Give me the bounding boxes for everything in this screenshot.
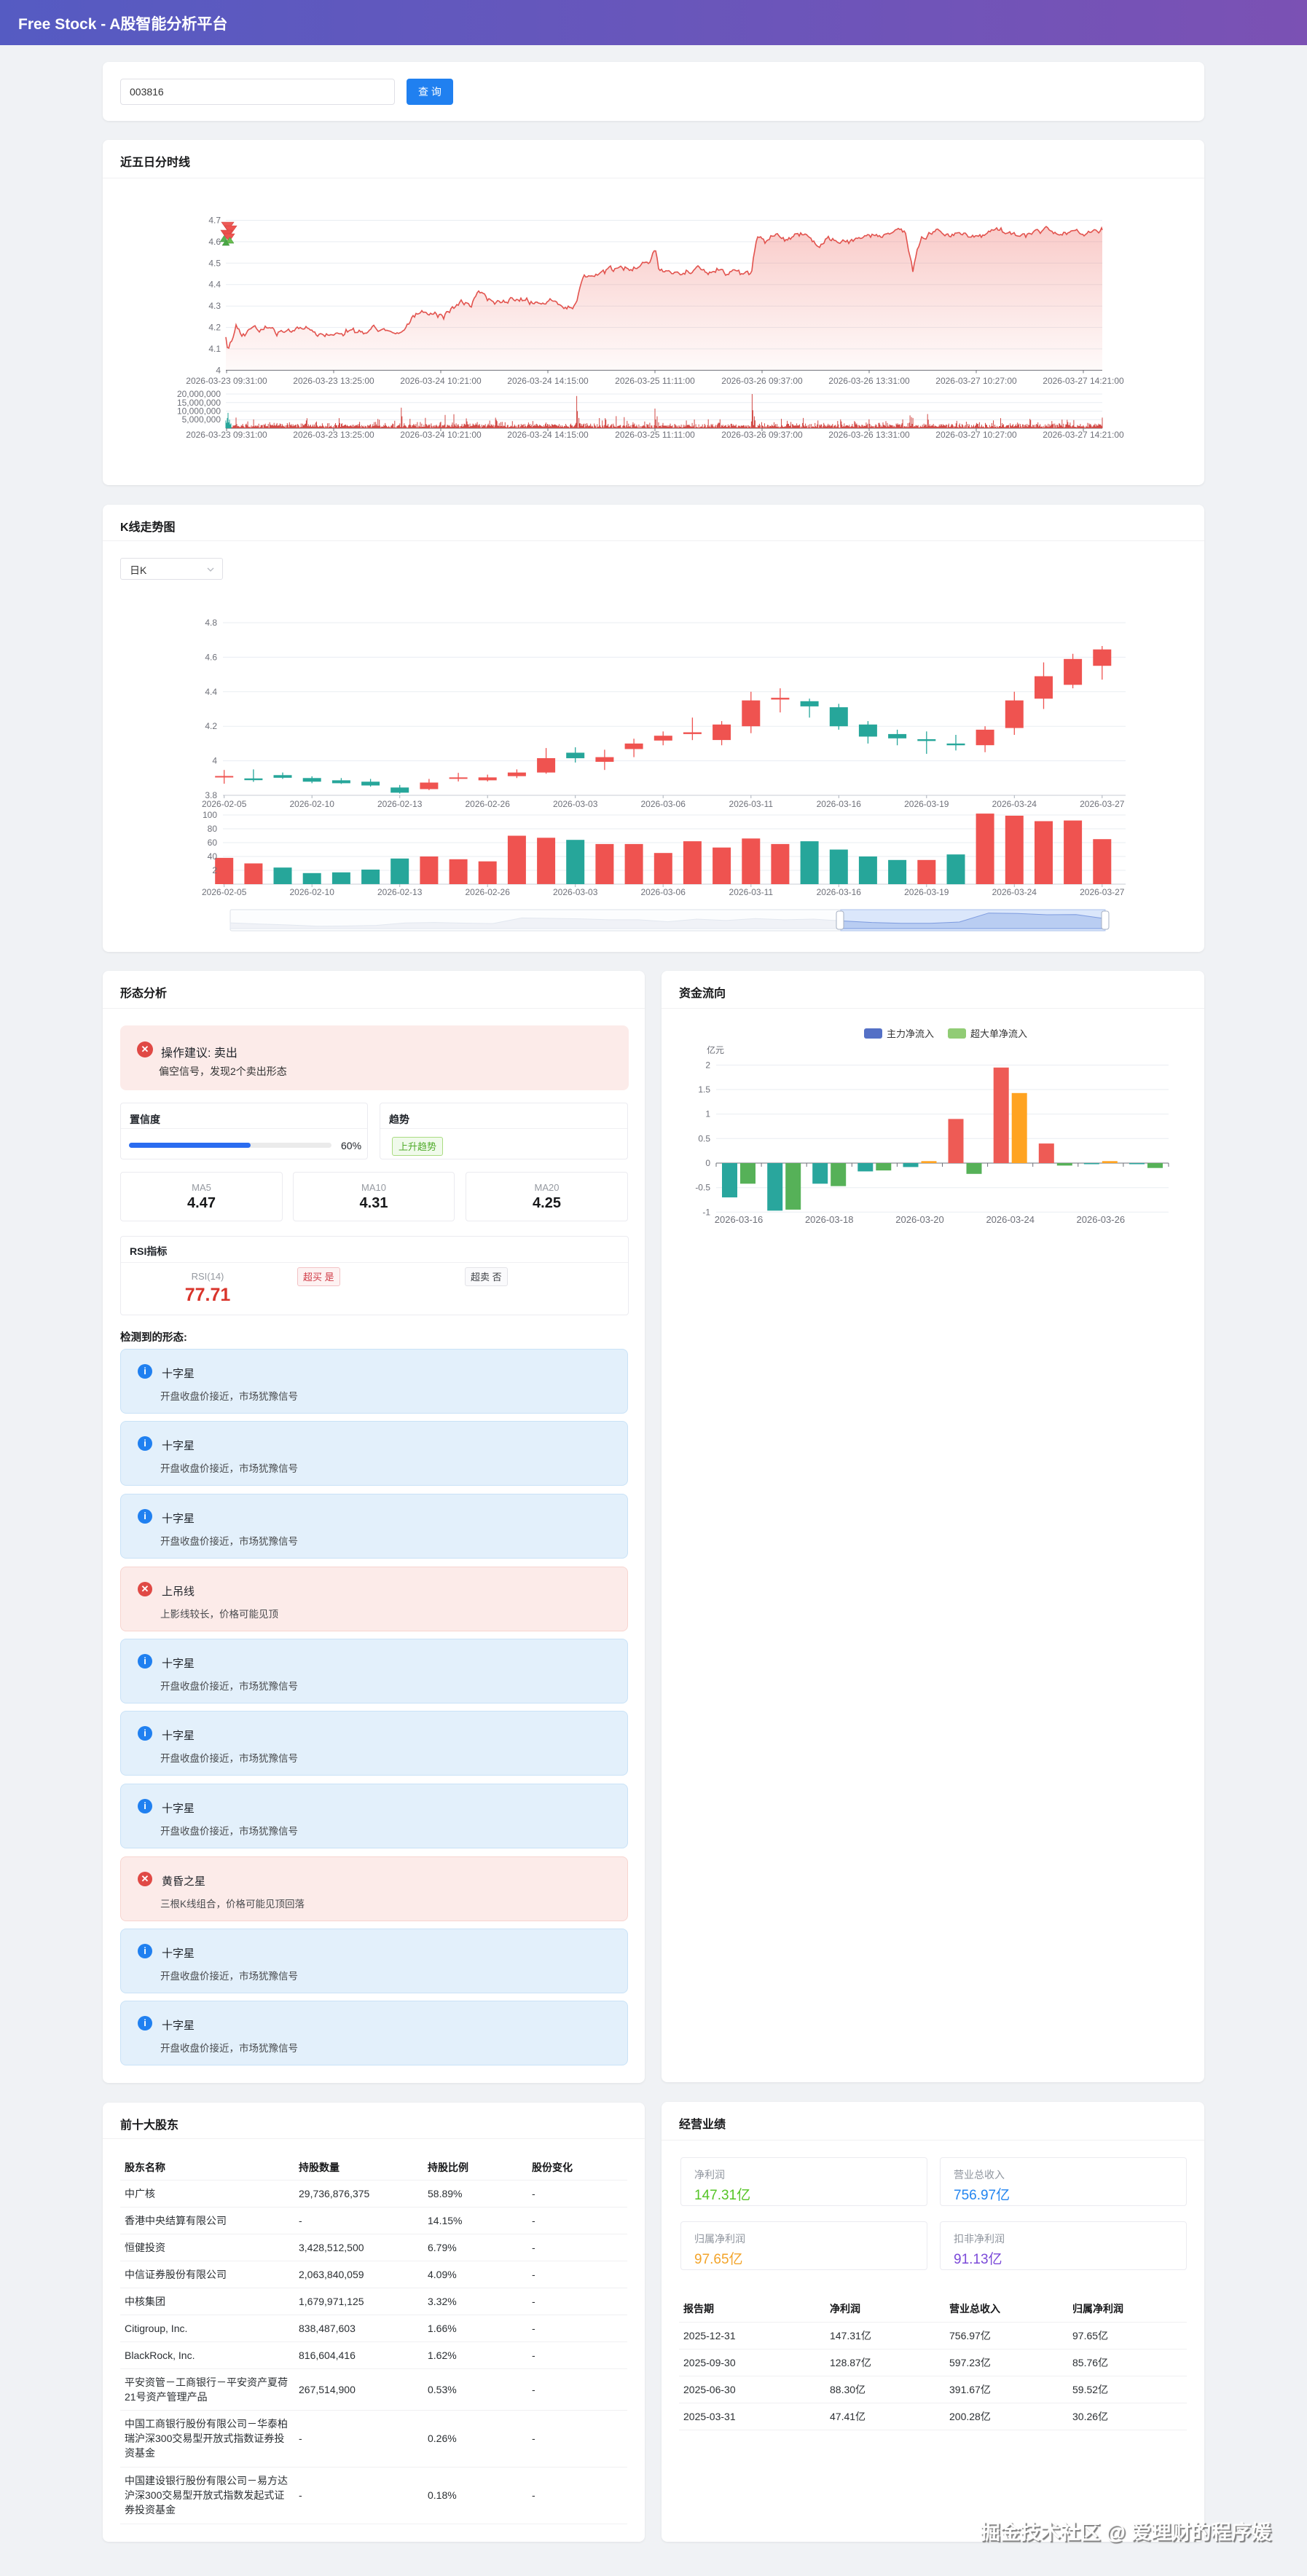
svg-text:2026-03-26 09:37:00: 2026-03-26 09:37:00 [721,430,803,440]
svg-text:亿元: 亿元 [707,1044,724,1055]
svg-text:2026-03-25 11:11:00: 2026-03-25 11:11:00 [615,430,695,440]
svg-text:5,000,000: 5,000,000 [182,414,221,425]
svg-text:2026-03-11: 2026-03-11 [729,799,774,809]
svg-text:4.6: 4.6 [205,652,217,662]
svg-text:-1: -1 [702,1207,710,1217]
svg-text:2026-02-05: 2026-02-05 [202,887,247,897]
svg-text:2026-02-10: 2026-02-10 [290,887,335,897]
svg-text:2026-03-24: 2026-03-24 [986,1214,1035,1225]
svg-text:0: 0 [705,1158,710,1168]
svg-text:主力净流入: 主力净流入 [887,1028,934,1039]
svg-text:2026-03-26: 2026-03-26 [1077,1214,1126,1225]
svg-text:2026-03-16: 2026-03-16 [817,887,862,897]
svg-text:2026-03-25 11:11:00: 2026-03-25 11:11:00 [615,376,695,386]
svg-text:20,000,000: 20,000,000 [177,389,221,399]
svg-text:2026-02-13: 2026-02-13 [377,887,423,897]
svg-text:2026-03-06: 2026-03-06 [641,799,686,809]
svg-text:4.4: 4.4 [205,687,217,697]
svg-text:2026-03-24 10:21:00: 2026-03-24 10:21:00 [400,376,482,386]
svg-text:2026-03-19: 2026-03-19 [904,799,949,809]
svg-text:2026-03-24: 2026-03-24 [992,887,1037,897]
svg-text:4.2: 4.2 [205,721,217,731]
svg-text:2026-03-24: 2026-03-24 [992,799,1037,809]
svg-text:-0.5: -0.5 [695,1183,710,1193]
svg-text:0.5: 0.5 [698,1133,710,1143]
svg-text:2: 2 [705,1060,710,1070]
svg-text:1: 1 [705,1109,710,1119]
svg-text:2026-03-23 09:31:00: 2026-03-23 09:31:00 [186,376,267,386]
svg-text:2026-03-27 10:27:00: 2026-03-27 10:27:00 [935,430,1017,440]
svg-text:4.3: 4.3 [208,301,221,311]
svg-text:3.8: 3.8 [205,790,217,800]
svg-text:2026-03-03: 2026-03-03 [553,887,598,897]
svg-text:15,000,000: 15,000,000 [177,398,221,408]
svg-text:2026-03-23 09:31:00: 2026-03-23 09:31:00 [186,430,267,440]
svg-text:4.2: 4.2 [208,323,221,333]
svg-text:2026-02-26: 2026-02-26 [466,887,511,897]
svg-text:4: 4 [212,756,217,766]
svg-text:2026-03-23 13:25:00: 2026-03-23 13:25:00 [293,376,374,386]
svg-text:1.5: 1.5 [698,1084,710,1095]
svg-text:4.5: 4.5 [208,258,221,268]
svg-text:2026-03-18: 2026-03-18 [805,1214,854,1225]
svg-text:4.6: 4.6 [208,237,221,247]
svg-text:2026-03-16: 2026-03-16 [817,799,862,809]
svg-text:2026-03-27 14:21:00: 2026-03-27 14:21:00 [1043,430,1124,440]
svg-text:2026-03-27: 2026-03-27 [1080,799,1125,809]
svg-text:4: 4 [216,365,221,375]
svg-text:100: 100 [203,810,217,820]
svg-text:2026-02-13: 2026-02-13 [377,799,423,809]
svg-text:2026-03-11: 2026-03-11 [729,887,774,897]
svg-text:2026-02-26: 2026-02-26 [466,799,511,809]
svg-text:2026-03-27: 2026-03-27 [1080,887,1125,897]
svg-text:超大单净流入: 超大单净流入 [970,1028,1027,1039]
svg-text:2026-03-27 10:27:00: 2026-03-27 10:27:00 [935,376,1017,386]
svg-text:4.7: 4.7 [208,216,221,226]
svg-text:2026-03-06: 2026-03-06 [641,887,686,897]
svg-text:2026-03-24 10:21:00: 2026-03-24 10:21:00 [400,430,482,440]
svg-text:80: 80 [208,824,218,834]
svg-text:2026-03-27 14:21:00: 2026-03-27 14:21:00 [1043,376,1124,386]
svg-text:2026-03-20: 2026-03-20 [895,1214,944,1225]
svg-text:4.4: 4.4 [208,280,221,290]
svg-text:2026-03-26 13:31:00: 2026-03-26 13:31:00 [828,376,910,386]
svg-text:2026-03-16: 2026-03-16 [715,1214,764,1225]
svg-text:2026-03-23 13:25:00: 2026-03-23 13:25:00 [293,430,374,440]
svg-text:40: 40 [208,851,218,862]
svg-text:4.1: 4.1 [208,344,221,354]
svg-text:2026-02-10: 2026-02-10 [290,799,335,809]
svg-text:2026-03-26 13:31:00: 2026-03-26 13:31:00 [828,430,910,440]
svg-text:10,000,000: 10,000,000 [177,406,221,417]
svg-text:2026-03-24 14:15:00: 2026-03-24 14:15:00 [507,376,589,386]
svg-text:2: 2 [212,865,217,875]
svg-text:2026-03-19: 2026-03-19 [904,887,949,897]
svg-text:2026-02-05: 2026-02-05 [202,799,247,809]
svg-text:2026-03-26 09:37:00: 2026-03-26 09:37:00 [721,376,803,386]
svg-text:4.8: 4.8 [205,618,217,628]
svg-text:60: 60 [208,838,218,848]
svg-text:2026-03-24 14:15:00: 2026-03-24 14:15:00 [507,430,589,440]
svg-text:2026-03-03: 2026-03-03 [553,799,598,809]
